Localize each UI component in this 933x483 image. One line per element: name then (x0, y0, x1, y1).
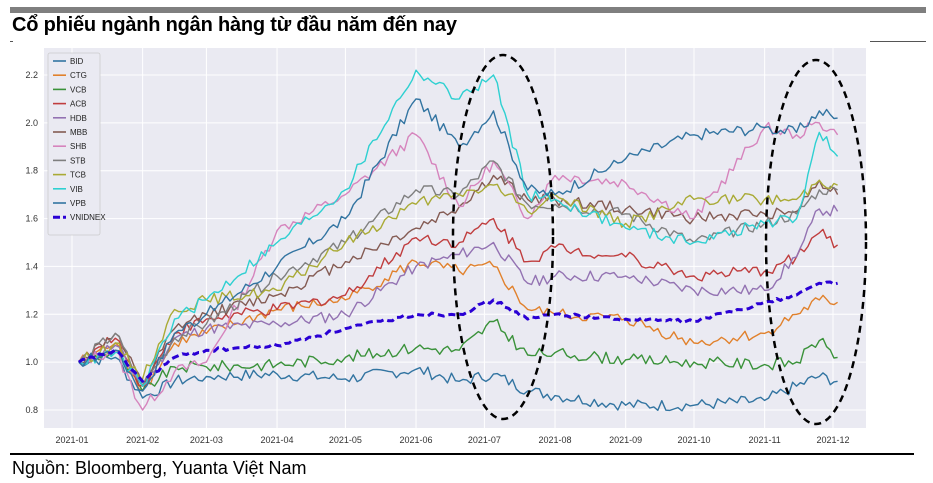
x-tick-label: 2021-01 (55, 435, 88, 445)
x-tick-label: 2021-09 (609, 435, 642, 445)
footer-rule (10, 453, 914, 455)
legend: BID CTG VCB ACB HDB MBB SHB STB TCB VIB VPB VNIDNEX (47, 52, 106, 236)
series-line-stb (78, 160, 838, 387)
legend-label-vnidnex: VNIDNEX (70, 213, 106, 222)
x-tick-label: 2021-08 (539, 435, 572, 445)
legend-label-mbb: MBB (70, 128, 87, 137)
series-line-ctg (78, 259, 838, 392)
top-accent-bar (10, 7, 926, 13)
legend-label-shb: SHB (70, 142, 86, 151)
x-tick-label: 2021-07 (468, 435, 501, 445)
series-line-acb (78, 217, 839, 387)
plot-area (44, 48, 866, 428)
legend-label-stb: STB (70, 156, 86, 165)
y-tick-label: 1.2 (25, 309, 38, 319)
y-tick-label: 1.4 (25, 261, 38, 271)
x-tick-label: 2021-04 (261, 435, 294, 445)
legend-label-vib: VIB (70, 185, 83, 194)
legend-label-tcb: TCB (70, 171, 86, 180)
x-tick-label: 2021-12 (816, 435, 849, 445)
legend-label-vcb: VCB (70, 85, 86, 94)
series-line-vib (78, 69, 839, 387)
chart-title: Cổ phiếu ngành ngân hàng từ đầu năm đến … (12, 14, 457, 36)
legend-label-bid: BID (70, 57, 84, 66)
annotation-ellipse-july (451, 53, 555, 421)
series-line-shb (78, 121, 839, 411)
y-tick-label: 1.0 (25, 357, 38, 367)
y-tick-label: 2.0 (25, 118, 38, 128)
series-line-mbb (78, 174, 839, 387)
y-tick-label: 1.8 (25, 166, 38, 176)
legend-label-hdb: HDB (70, 114, 87, 123)
title-rule-right (870, 41, 926, 42)
legend-label-acb: ACB (70, 100, 86, 109)
series-line-tcb (78, 179, 838, 380)
annotation-ellipse-nov-dec (764, 58, 868, 426)
source-note: Nguồn: Bloomberg, Yuanta Việt Nam (12, 458, 307, 478)
legend-label-ctg: CTG (70, 71, 87, 80)
series-line-vnidnex (77, 280, 838, 383)
x-tick-label: 2021-10 (677, 435, 710, 445)
x-tick-label: 2021-03 (190, 435, 223, 445)
x-tick-label: 2021-02 (126, 435, 159, 445)
y-tick-label: 1.6 (25, 214, 38, 224)
legend-label-vpb: VPB (70, 199, 86, 208)
series-line-bid (78, 353, 838, 412)
y-tick-label: 0.8 (25, 405, 38, 415)
title-rule-left (10, 41, 13, 42)
series-line-vcb (78, 318, 838, 392)
x-tick-label: 2021-05 (329, 435, 362, 445)
x-tick-label: 2021-11 (748, 435, 780, 445)
x-tick-label: 2021-06 (400, 435, 433, 445)
series-line-vpb (78, 98, 838, 392)
series-line-hdb (78, 204, 839, 387)
y-tick-label: 2.2 (25, 70, 38, 80)
